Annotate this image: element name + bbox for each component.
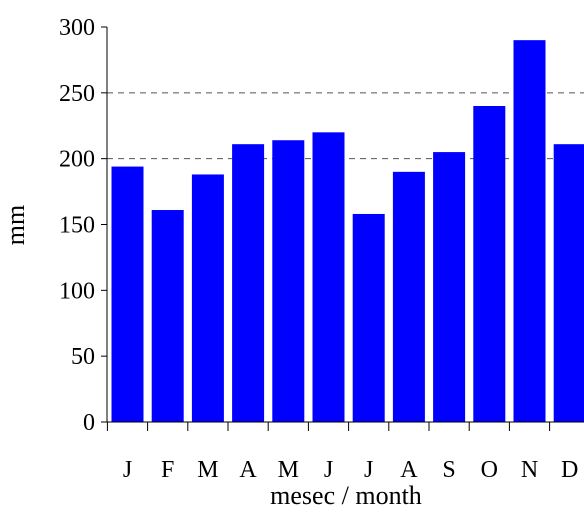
x-tick-label: D — [561, 457, 578, 483]
bar-11 — [514, 40, 546, 422]
bar-1 — [112, 167, 144, 422]
y-tick-label: 300 — [59, 15, 95, 41]
x-tick-label: M — [278, 457, 299, 483]
y-axis-title: mm — [1, 205, 30, 245]
x-tick-label: J — [123, 457, 132, 483]
x-tick-label: A — [400, 457, 418, 483]
y-tick-label: 250 — [59, 81, 95, 107]
bar-5 — [272, 140, 304, 422]
x-tick-label: O — [481, 457, 498, 483]
y-tick-label: 0 — [83, 410, 95, 436]
bar-12 — [554, 144, 584, 422]
bar-9 — [433, 152, 465, 422]
y-tick-label: 50 — [71, 344, 95, 370]
bar-7 — [353, 214, 385, 422]
x-tick-label: S — [442, 457, 455, 483]
bar-8 — [393, 172, 425, 422]
bar-10 — [473, 106, 505, 422]
bar-4 — [232, 144, 264, 422]
x-tick-label: J — [324, 457, 333, 483]
y-tick-label: 150 — [59, 213, 95, 239]
y-tick-label: 200 — [59, 147, 95, 173]
y-ticks: 0 50 100 150 200 250 300 — [59, 15, 107, 436]
bars — [112, 40, 584, 422]
bar-3 — [192, 174, 224, 422]
bar-6 — [313, 132, 345, 422]
gridlines — [107, 93, 584, 159]
x-tick-label: M — [197, 457, 218, 483]
y-tick-label: 100 — [59, 278, 95, 304]
bar-2 — [152, 210, 184, 422]
x-tick-label: A — [239, 457, 257, 483]
x-axis-title: mesec / month — [270, 481, 422, 510]
x-tick-label: F — [161, 457, 174, 483]
x-tick-label: J — [364, 457, 373, 483]
x-tick-label: N — [521, 457, 538, 483]
